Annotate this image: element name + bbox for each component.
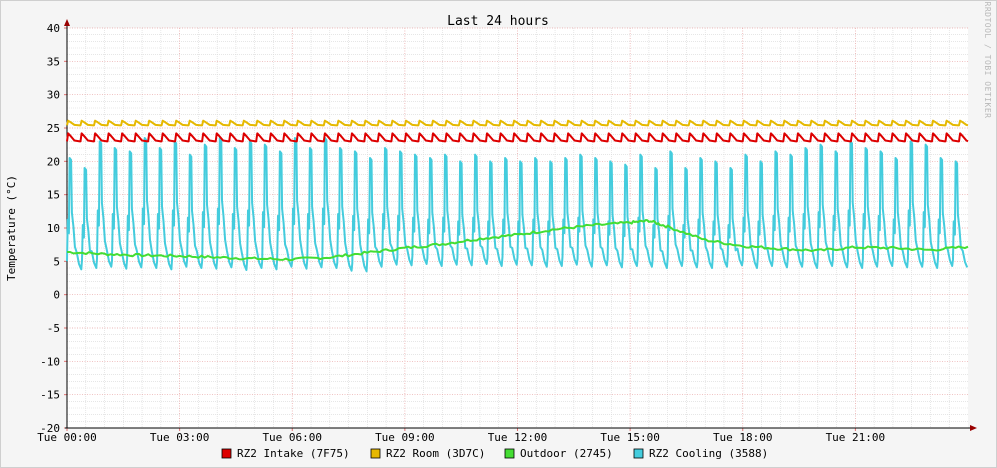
legend: RZ2 Intake (7F75) RZ2 Room (3D7C) Outdoor … (221, 447, 768, 460)
y-tick-label: 35 (47, 55, 60, 68)
y-tick-label: -15 (40, 389, 60, 402)
y-tick-label: 0 (53, 289, 60, 302)
x-tick-label: Tue 03:00 (150, 431, 210, 444)
legend-label: Outdoor (2745) (520, 447, 613, 460)
legend-swatch (504, 448, 515, 459)
legend-swatch (370, 448, 381, 459)
legend-swatch (221, 448, 232, 459)
x-tick-label: Tue 18:00 (713, 431, 773, 444)
x-tick-label: Tue 12:00 (488, 431, 548, 444)
y-axis-label: Temperature (°C) (5, 175, 18, 281)
x-tick-label: Tue 21:00 (826, 431, 886, 444)
series-line-2 (66, 119, 969, 127)
y-tick-label: 30 (47, 89, 60, 102)
legend-label: RZ2 Room (3D7C) (386, 447, 485, 460)
legend-swatch (633, 448, 644, 459)
rrdtool-watermark: RRDTOOL / TOBI OETIKER (983, 2, 992, 119)
series-line-1 (66, 132, 969, 143)
legend-label: RZ2 Cooling (3588) (649, 447, 768, 460)
series-lines (66, 119, 969, 273)
x-axis-arrow (970, 425, 977, 431)
chart-title: Last 24 hours (447, 14, 549, 29)
y-tick-label: 20 (47, 155, 60, 168)
y-tick-label: -20 (40, 422, 60, 435)
y-axis-arrow (64, 19, 70, 26)
x-tick-label: Tue 09:00 (375, 431, 435, 444)
series-line-4 (66, 137, 969, 273)
legend-label: RZ2 Intake (7F75) (237, 447, 350, 460)
y-tick-label: 15 (47, 189, 60, 202)
y-tick-label: 5 (53, 255, 60, 268)
series-line-3 (66, 218, 969, 262)
x-tick-label: Tue 15:00 (600, 431, 660, 444)
y-tick-label: -10 (40, 355, 60, 368)
y-tick-label: 10 (47, 222, 60, 235)
y-tick-label: 40 (47, 22, 60, 35)
y-tick-label: -5 (47, 322, 60, 335)
x-tick-label: Tue 00:00 (37, 431, 97, 444)
y-tick-label: 25 (47, 122, 60, 135)
x-tick-label: Tue 06:00 (262, 431, 322, 444)
